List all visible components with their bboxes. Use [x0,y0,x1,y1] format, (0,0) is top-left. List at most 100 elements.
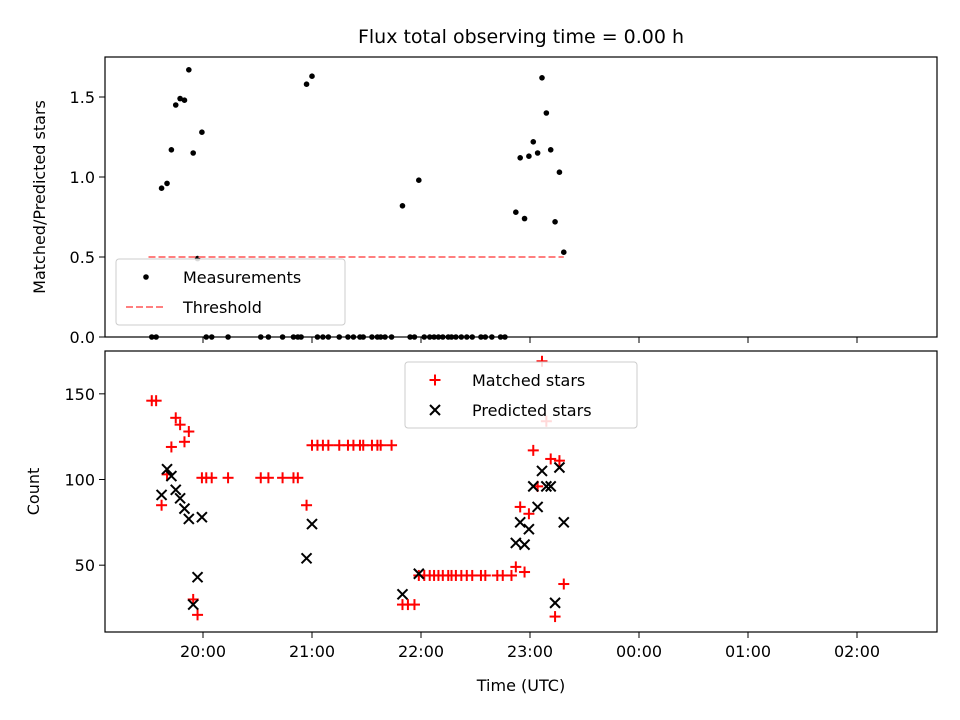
measurement-point [399,203,406,209]
matched-star-point [150,395,162,407]
measurement-point [513,209,519,215]
series-matched-stars [146,355,570,623]
matched-star-point [187,593,199,605]
matched-star-point [222,472,234,484]
predicted-star-point [183,513,195,525]
predicted-star-point [187,598,199,611]
matched-star-point [322,439,334,451]
top-y-axis-label: Matched/Predicted stars [30,100,49,294]
matched-star-point [514,501,526,513]
predicted-star-point [523,523,535,535]
bottom-x-tick-label: 01:00 [725,642,771,661]
matched-star-point [527,444,539,456]
matched-star-point [558,578,570,590]
matched-star-point [277,472,289,484]
top-axes-frame [104,56,938,338]
measurement-point [560,249,567,255]
legend-box [115,258,346,326]
measurement-point [534,150,541,156]
matched-star-point [183,426,195,438]
predicted-star-point [531,501,544,513]
matched-star-point [479,569,491,581]
bottom-y-axis-label: Count [24,468,43,516]
predicted-star-point [536,465,548,477]
legend-dot-swatch [143,274,149,280]
matched-star-point [375,439,387,451]
matched-star-point [549,611,561,623]
measurement-point [309,73,315,79]
bottom-x-tick-label: 21:00 [289,642,335,661]
matched-star-point [174,419,186,431]
predicted-star-point [300,552,313,565]
series-predicted-stars [155,461,570,611]
predicted-star-point [413,568,425,580]
measurement-point [172,102,179,108]
matched-star-point [156,499,168,511]
matched-star-point [192,609,204,621]
top-panel: 0.0 0.5 1.0 1.5 Matched/Predicted stars Measu… [30,56,938,347]
bottom-x-axis-label: Time (UTC) [476,676,565,695]
matched-star-point [545,453,557,465]
legend-label: Measurements [183,268,301,287]
legend-box [404,361,638,429]
bottom-x-tick-label: 02:00 [834,642,880,661]
predicted-star-point [170,484,182,496]
measurement-point [177,95,183,102]
predicted-star-point [527,480,539,493]
predicted-star-point [191,571,204,583]
legend-cross-swatch [429,404,441,416]
top-legend: Measurements Threshold [115,258,346,326]
measurement-point [547,147,554,153]
measurement-point [539,75,545,81]
bottom-y-tick-label: 50 [75,556,95,575]
measurement-point [186,67,192,73]
predicted-star-point [178,502,191,515]
bottom-x-tick-label: 20:00 [180,642,226,661]
bottom-x-tick-label: 22:00 [398,642,444,661]
predicted-star-point [553,461,566,474]
bottom-panel: 50 100 150 20:00 21:00 22:00 23:00 00:00 01:00 02… [24,350,938,695]
matched-star-point [510,561,522,573]
top-y-tick-label: 1.0 [70,168,95,187]
matched-star-point [206,472,218,484]
measurement-point [158,185,165,191]
measurement-point [303,81,310,87]
measurement-point [190,150,196,156]
bottom-legend: Matched stars Predicted stars [404,361,638,429]
matched-star-point [292,472,304,484]
predicted-star-point [196,511,208,523]
bottom-y-tick-label: 150 [64,385,95,404]
matched-star-point [519,566,531,578]
measurement-point [543,110,550,116]
matched-star-point [505,569,517,581]
bottom-y-tick-label: 100 [64,471,95,490]
predicted-star-point [174,492,186,505]
measurement-point [521,215,528,222]
predicted-star-point [514,516,526,529]
legend-plus-swatch [429,374,441,386]
top-y-tick-label: 0.5 [70,248,95,267]
measurement-point [552,219,558,225]
measurement-point [530,139,537,145]
top-y-tick-label: 0.0 [70,328,95,347]
measurement-point [416,177,422,183]
matched-star-point [170,412,182,424]
predicted-star-point [306,518,318,530]
measurement-point [526,153,532,159]
measurement-point [199,129,205,135]
measurement-point [517,155,523,161]
bottom-x-tick-label: 00:00 [616,642,662,661]
matched-star-point [386,439,398,451]
matched-star-point [178,436,190,448]
predicted-star-point [549,597,561,609]
matched-star-point [408,599,420,611]
chart-title: Flux total observing time = 0.00 h [358,26,684,48]
legend-label: Threshold [182,298,262,317]
matched-star-point [262,472,274,484]
bottom-axes-frame [104,350,938,633]
bottom-x-tick-label: 23:00 [507,642,553,661]
matched-star-point [523,508,535,520]
legend-label: Predicted stars [472,401,592,420]
measurement-point [556,169,563,175]
